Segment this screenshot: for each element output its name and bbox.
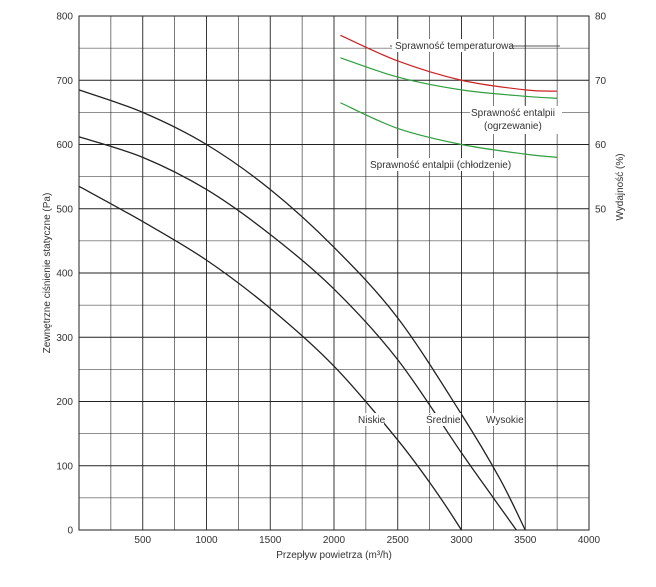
x-tick-label: 1500 bbox=[259, 535, 282, 546]
x-tick-label: 500 bbox=[134, 535, 151, 546]
y-right-tick-label: 70 bbox=[595, 76, 607, 87]
y-left-tick-label: 200 bbox=[56, 397, 73, 408]
annotation-heat-line1: Sprawność entalpii bbox=[471, 108, 555, 119]
x-tick-label: 4000 bbox=[578, 535, 601, 546]
y-left-tick-label: 700 bbox=[56, 76, 73, 87]
y-left-tick-label: 0 bbox=[67, 526, 73, 537]
x-tick-label: 3000 bbox=[450, 535, 473, 546]
fan-curves bbox=[78, 89, 526, 531]
efficiency-curve-2 bbox=[340, 57, 558, 99]
y-left-tick-label: 400 bbox=[56, 269, 73, 280]
annotation-cool: Sprawność entalpii (chłodzenie) bbox=[370, 160, 511, 171]
grid bbox=[79, 16, 589, 530]
efficiency-curve-1 bbox=[340, 34, 558, 92]
annotation-heat-line2: (ogrzewanie) bbox=[484, 121, 542, 132]
y-right-axis-label: Wydajność (%) bbox=[615, 153, 626, 220]
cool-label-bg bbox=[368, 158, 502, 171]
efficiency-curve-3 bbox=[340, 102, 558, 158]
x-tick-label: 1000 bbox=[195, 535, 218, 546]
y-right-tick-label: 60 bbox=[595, 140, 607, 151]
fan-curve-średnie bbox=[78, 136, 517, 531]
y-left-tick-label: 800 bbox=[56, 12, 73, 23]
x-tick-label: 2500 bbox=[387, 535, 410, 546]
y-left-tick-labels: 0 100 200 300 400 500 600 700 800 bbox=[56, 12, 73, 537]
efficiency-curves bbox=[340, 34, 558, 158]
plot-frame bbox=[78, 15, 590, 531]
annotation-temp: Sprawność temperaturowa bbox=[395, 41, 514, 52]
high-label-bg bbox=[484, 413, 522, 426]
y-left-tick-label: 500 bbox=[56, 204, 73, 215]
low-label-bg bbox=[356, 413, 384, 426]
y-right-tick-labels: 50 60 70 80 bbox=[595, 12, 607, 216]
heat-label-bg bbox=[470, 106, 562, 134]
x-tick-labels: 500 1000 1500 2000 2500 3000 3500 4000 bbox=[134, 535, 600, 546]
annotation-mid: Średnie bbox=[426, 413, 461, 426]
y-left-axis-label: Zewnętrzne ciśnienie statyczne (Pa) bbox=[42, 193, 53, 354]
fan-curve-niskie bbox=[78, 185, 463, 531]
annotation-high: Wysokie bbox=[486, 415, 524, 426]
annotation-low: Niskie bbox=[358, 415, 386, 426]
y-left-tick-label: 300 bbox=[56, 333, 73, 344]
y-right-tick-label: 80 bbox=[595, 12, 607, 23]
x-tick-label: 3500 bbox=[514, 535, 537, 546]
mid-label-bg bbox=[424, 413, 461, 426]
x-axis-label: Przepływ powietrza (m³/h) bbox=[276, 550, 392, 561]
temp-label-bg bbox=[392, 39, 510, 52]
y-right-tick-label: 50 bbox=[595, 204, 607, 215]
y-left-tick-label: 100 bbox=[56, 461, 73, 472]
x-tick-label: 2000 bbox=[323, 535, 346, 546]
fan-curve-wysokie bbox=[78, 89, 526, 531]
y-left-tick-label: 600 bbox=[56, 140, 73, 151]
